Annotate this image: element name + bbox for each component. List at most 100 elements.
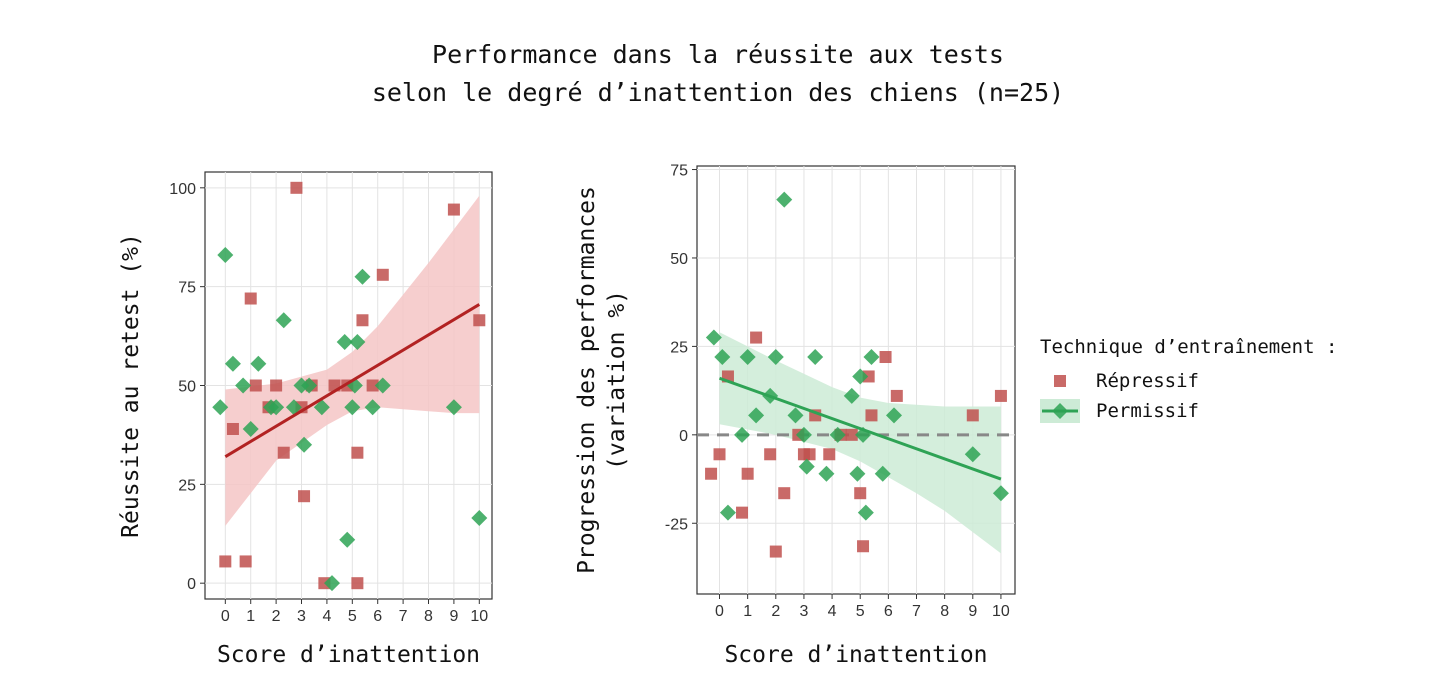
- data-point-square: [277, 446, 290, 459]
- data-point-diamond: [843, 387, 860, 404]
- x-tick-label: 2: [272, 608, 281, 625]
- data-point-square: [351, 577, 364, 590]
- data-point-diamond: [798, 458, 815, 475]
- legend-label-repressif: Répressif: [1096, 370, 1199, 392]
- data-point-square: [239, 555, 252, 568]
- y-tick-label: 25: [178, 477, 196, 494]
- y-tick-label: 75: [178, 280, 196, 297]
- legend-item-repressif: Répressif: [1040, 366, 1337, 396]
- data-point-diamond: [767, 349, 784, 366]
- x-tick-label: 6: [373, 608, 382, 625]
- data-point-diamond: [285, 399, 302, 416]
- y-tick-label: 0: [679, 428, 688, 445]
- data-point-diamond: [852, 368, 869, 385]
- chart-title: Performance dans la réussite aux tests s…: [0, 36, 1436, 112]
- legend-label-permissif: Permissif: [1096, 400, 1199, 422]
- x-tick-label: 4: [322, 608, 331, 625]
- regression-line: [719, 376, 1002, 481]
- y-tick-label: 25: [670, 339, 688, 356]
- data-point-diamond: [776, 191, 793, 208]
- chart-panel-2: 0 1 2 3 4 5 6 7 8 9 10 -25 0 25 50 75 Score d’inattentio…: [574, 163, 1016, 668]
- x-tick-label: 6: [884, 603, 893, 620]
- data-point-square: [769, 545, 782, 558]
- confidence-band: [719, 332, 1001, 554]
- data-point-square: [270, 379, 283, 392]
- x-tick-label: 9: [968, 603, 977, 620]
- y-axis-title: Réussite au retest (%): [118, 233, 144, 538]
- data-point-square: [854, 487, 867, 500]
- data-point-square: [966, 409, 979, 422]
- data-point-diamond: [296, 436, 313, 453]
- legend-square-marker-icon: [1054, 375, 1066, 387]
- y-tick-label: 75: [670, 163, 688, 180]
- x-tick-label: 1: [246, 608, 255, 625]
- data-point-square: [741, 467, 754, 480]
- data-point-square: [865, 409, 878, 422]
- x-tick-label: 7: [399, 608, 408, 625]
- data-point-diamond: [807, 349, 824, 366]
- data-point-square: [778, 487, 791, 500]
- data-point-square: [356, 314, 369, 327]
- data-point-diamond: [364, 399, 381, 416]
- x-axis-title: Score d’inattention: [217, 642, 480, 668]
- y-tick-label: 50: [178, 379, 196, 396]
- data-point-diamond: [323, 575, 340, 592]
- data-point-diamond: [849, 465, 866, 482]
- data-point-diamond: [829, 426, 846, 443]
- data-point-square: [473, 314, 486, 327]
- y-tick-label: 50: [670, 251, 688, 268]
- x-tick-label: 10: [470, 608, 488, 625]
- y-tick-label: 100: [169, 181, 196, 198]
- data-point-square: [219, 555, 232, 568]
- data-point-square: [803, 448, 816, 461]
- data-point-diamond: [301, 377, 318, 394]
- data-point-diamond: [705, 329, 722, 346]
- x-tick-label: 8: [424, 608, 433, 625]
- data-point-square: [736, 506, 749, 519]
- data-point-square: [857, 540, 870, 553]
- x-tick-label: 4: [828, 603, 837, 620]
- data-point-square: [366, 379, 379, 392]
- data-point-square: [750, 331, 763, 344]
- data-point-square: [298, 490, 311, 503]
- data-point-diamond: [313, 399, 330, 416]
- data-point-square: [845, 428, 858, 441]
- x-tick-label: 2: [771, 603, 780, 620]
- data-point-diamond: [212, 399, 229, 416]
- data-point-diamond: [374, 377, 391, 394]
- legend: Technique d’entraînement : Répressif Per…: [1040, 336, 1337, 426]
- data-point-diamond: [336, 334, 353, 351]
- x-tick-label: 0: [715, 603, 724, 620]
- data-point-square: [351, 446, 364, 459]
- data-point-square: [226, 422, 239, 435]
- data-point-diamond: [739, 349, 756, 366]
- data-point-diamond: [275, 312, 292, 329]
- x-tick-label: 8: [940, 603, 949, 620]
- data-point-square: [890, 389, 903, 402]
- x-tick-label: 10: [992, 603, 1010, 620]
- data-point-diamond: [818, 465, 835, 482]
- data-point-diamond: [734, 426, 751, 443]
- x-tick-label: 3: [799, 603, 808, 620]
- data-point-diamond: [857, 504, 874, 521]
- x-tick-label: 5: [856, 603, 865, 620]
- data-point-square: [244, 292, 257, 305]
- data-point-square: [376, 268, 389, 281]
- data-point-diamond: [748, 407, 765, 424]
- data-point-square: [879, 351, 892, 364]
- legend-title: Technique d’entraînement :: [1040, 336, 1338, 358]
- data-point-diamond: [235, 377, 252, 394]
- data-point-square: [994, 389, 1007, 402]
- data-point-square: [713, 448, 726, 461]
- confidence-band: [225, 195, 480, 526]
- data-point-diamond: [445, 399, 462, 416]
- data-point-diamond: [863, 349, 880, 366]
- data-point-square: [290, 181, 303, 194]
- data-point-square: [447, 203, 460, 216]
- data-point-diamond: [242, 420, 259, 437]
- chart-title-line-1: Performance dans la réussite aux tests: [432, 40, 1004, 69]
- data-point-diamond: [354, 268, 371, 285]
- data-point-diamond: [471, 509, 488, 526]
- y-tick-label: -25: [665, 516, 688, 533]
- data-point-diamond: [224, 355, 241, 372]
